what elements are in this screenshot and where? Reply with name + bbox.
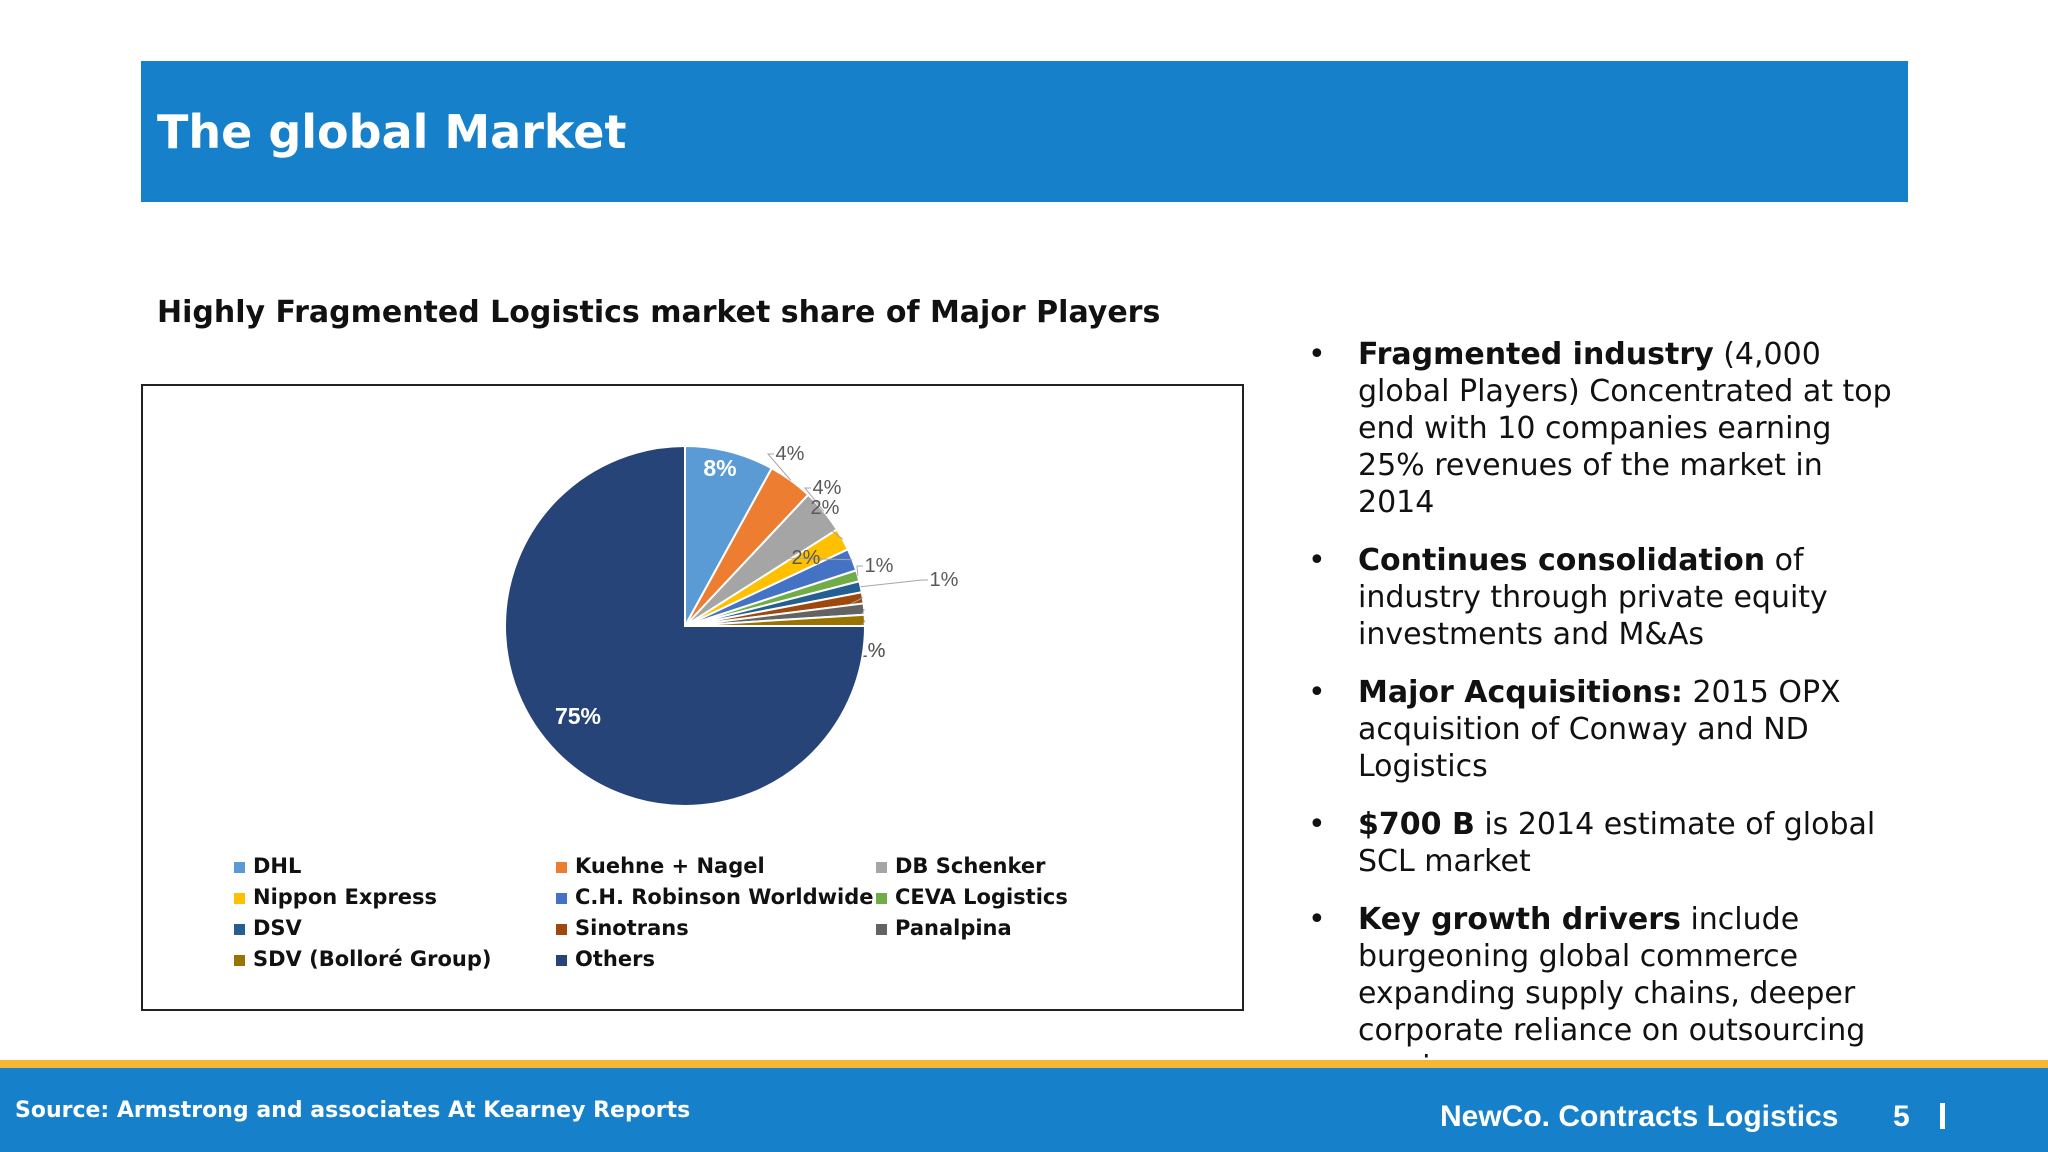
footer-bar — [0, 1068, 2048, 1152]
chart-heading: Highly Fragmented Logistics market share… — [157, 295, 1161, 330]
data-label-dsv: 1% — [930, 569, 959, 591]
source-note: Source: Armstrong and associates At Kear… — [15, 1098, 691, 1123]
title-bar: The global Market — [141, 61, 1908, 202]
legend-swatch-dhl — [234, 862, 245, 873]
leader-line-nippon-express — [801, 507, 844, 540]
legend-label-others: Others — [575, 947, 655, 971]
legend-label-db-schenker: DB Schenker — [895, 854, 1046, 878]
legend-label-dhl: DHL — [253, 854, 301, 878]
data-label-c-h-robinson-worldwide: 2% — [792, 547, 821, 569]
legend-swatch-others — [556, 955, 567, 966]
bullet-list: • Fragmented industry (4,000 global Playe… — [1300, 336, 1900, 1107]
legend-swatch-kuehne-nagel — [556, 862, 567, 873]
pie-slice-others — [504, 444, 867, 807]
bullet-item: • $700 B is 2014 estimate of global SCL m… — [1308, 807, 1876, 879]
data-label-others: 75% — [555, 703, 601, 729]
page-number: 5 — [1893, 1100, 1910, 1133]
legend-label-kuehne-nagel: Kuehne + Nagel — [575, 854, 765, 878]
leader-line-db-schenker — [803, 487, 825, 512]
bullet-item: • Major Acquisitions: 2015 OPX acquisitio… — [1308, 675, 1841, 784]
company-name: NewCo. Contracts Logistics — [1440, 1100, 1839, 1133]
legend-swatch-db-schenker — [876, 862, 887, 873]
data-label-dhl: 8% — [703, 455, 736, 481]
legend-swatch-panalpina — [876, 924, 887, 935]
legend-swatch-ceva-logistics — [876, 893, 887, 904]
bullet-item: • Continues consolidation of industry thr… — [1308, 543, 1828, 652]
legend-label-dsv: DSV — [253, 916, 303, 940]
bullet-item: • Key growth drivers include burgeoning g… — [1308, 902, 1866, 1085]
pie-slice-dhl — [684, 444, 774, 627]
legend-label-nippon-express: Nippon Express — [253, 885, 437, 909]
leader-line-dsv — [860, 579, 928, 588]
legend-label-panalpina: Panalpina — [895, 916, 1012, 940]
leader-line-ceva-logistics — [856, 565, 863, 576]
leader-line-kuehne-nagel — [766, 453, 792, 481]
legend-swatch-dsv — [234, 924, 245, 935]
data-label-kuehne-nagel: 4% — [776, 443, 805, 465]
data-label-nippon-express: 2% — [811, 497, 840, 519]
bullet-item: • Fragmented industry (4,000 global Playe… — [1308, 337, 1892, 520]
legend-swatch-sinotrans — [556, 924, 567, 935]
footer-accent-stripe — [0, 1060, 2048, 1068]
legend-swatch-c-h-robinson-worldwide — [556, 893, 567, 904]
data-label-db-schenker: 4% — [813, 477, 842, 499]
legend-label-ceva-logistics: CEVA Logistics — [895, 885, 1068, 909]
legend-label-sdv-bollor-group: SDV (Bolloré Group) — [253, 947, 492, 971]
legend-label-c-h-robinson-worldwide: C.H. Robinson Worldwide — [575, 885, 874, 909]
slide-title: The global Market — [157, 104, 627, 159]
legend-swatch-sdv-bollor-group — [234, 955, 245, 966]
leader-line-c-h-robinson-worldwide — [783, 557, 853, 561]
page-divider — [1940, 1103, 1945, 1129]
legend-label-sinotrans: Sinotrans — [575, 916, 689, 940]
legend-swatch-nippon-express — [234, 893, 245, 904]
data-label-ceva-logistics: 1% — [865, 555, 894, 577]
